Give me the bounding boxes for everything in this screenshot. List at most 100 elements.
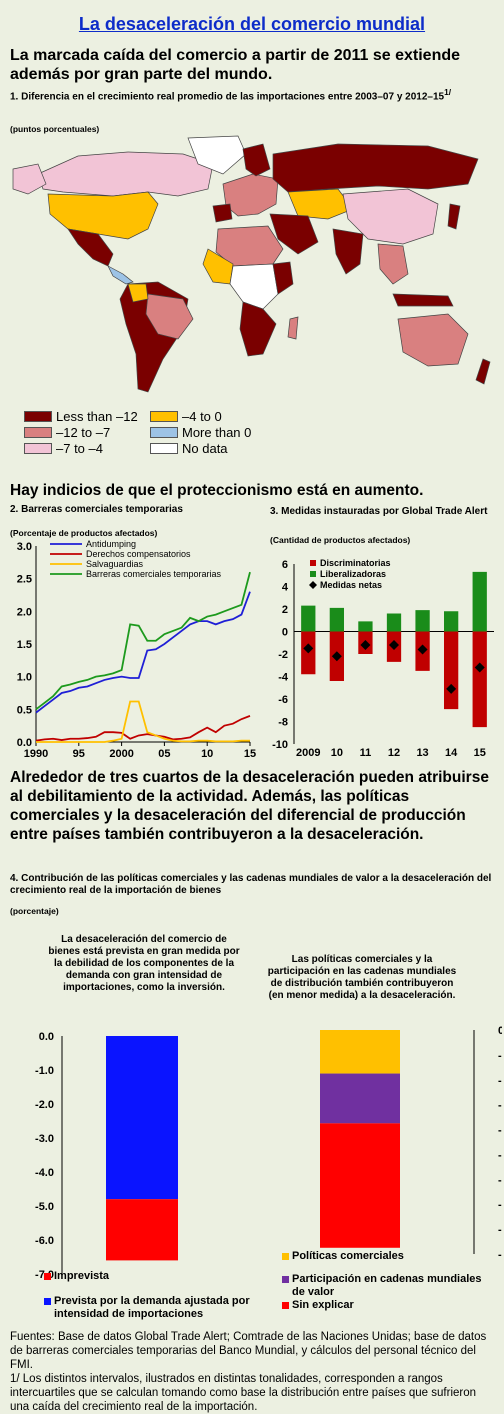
x-tick-label: 15 xyxy=(244,748,256,758)
panel3-units: (Cantidad de productos afectados) xyxy=(270,535,411,545)
marker-medidas-netas xyxy=(303,643,314,654)
map-brazil xyxy=(145,293,194,340)
y-tick-label: 0.0 xyxy=(498,1025,502,1037)
panel4-right-legend: Políticas comerciales Participación en c… xyxy=(282,1250,496,1312)
legend-label: More than 0 xyxy=(182,424,252,440)
world-map xyxy=(12,135,491,393)
legend-item: –12 to –7 xyxy=(24,424,138,440)
legend-item: Imprevista xyxy=(44,1270,254,1283)
x-tick-label: 95 xyxy=(73,748,85,758)
y-tick-label: 2.5 xyxy=(17,574,32,586)
legend-label: Barreras comerciales temporarias xyxy=(86,569,222,579)
y-tick-label: -3.0 xyxy=(35,1133,54,1145)
y-tick-label: 2 xyxy=(282,604,288,616)
legend-label: Salvaguardias xyxy=(86,559,144,569)
panel4-left-legend: Imprevista Prevista por la demanda ajust… xyxy=(44,1270,254,1321)
headline-1: La marcada caída del comercio a partir d… xyxy=(10,47,461,83)
footnotes: Fuentes: Base de datos Global Trade Aler… xyxy=(10,1330,496,1414)
bar-liberalizadoras xyxy=(358,621,373,632)
marker-medidas-netas xyxy=(446,683,457,694)
legend-item: Sin explicar xyxy=(282,1299,496,1312)
y-tick-label: -1.0 xyxy=(35,1065,54,1077)
map-iberia xyxy=(212,203,233,223)
legend-item: No data xyxy=(150,440,251,456)
legend-label: Less than –12 xyxy=(56,408,138,424)
legend-label: Liberalizadoras xyxy=(320,569,386,579)
map-canada xyxy=(37,151,214,197)
stacked-bar-segment xyxy=(320,1073,400,1124)
map-new-zealand xyxy=(475,358,491,385)
marker-medidas-netas xyxy=(360,640,371,650)
y-tick-label: -4 xyxy=(278,672,289,684)
series-line xyxy=(36,700,250,743)
y-tick-label: -2.0 xyxy=(35,1099,54,1111)
x-tick-label: 1990 xyxy=(24,748,48,758)
marker-medidas-netas xyxy=(417,644,428,655)
y-tick-label: -8 xyxy=(278,717,288,729)
x-tick-label: 11 xyxy=(360,747,372,759)
legend-label: Participación en cadenas mundiales de va… xyxy=(292,1273,482,1298)
legend-label: Antidumping xyxy=(86,539,136,549)
map-africa-west xyxy=(202,248,234,285)
series-line xyxy=(35,715,251,742)
panel4-left-note: La desaceleración del comercio de bienes… xyxy=(48,934,240,993)
legend-item: Prevista por la demanda ajustada por int… xyxy=(44,1295,254,1321)
map-australia xyxy=(397,313,469,367)
stacked-bar-segment xyxy=(320,1123,400,1248)
map-middle-east xyxy=(269,213,319,255)
footnote-1: 1/ Los distintos intervalos, ilustrados … xyxy=(10,1373,477,1413)
bar-discriminatorias xyxy=(472,631,487,728)
map-scandinavia xyxy=(242,143,271,177)
map-central-america xyxy=(107,265,134,285)
legend-swatch xyxy=(44,1298,51,1305)
map-europe xyxy=(222,173,279,217)
x-tick-label: 13 xyxy=(416,747,428,759)
legend-item: More than 0 xyxy=(150,424,251,440)
legend-swatch xyxy=(310,560,316,566)
map-indonesia xyxy=(392,293,454,307)
marker-medidas-netas xyxy=(389,640,399,650)
map-madagascar xyxy=(287,316,299,340)
y-tick-label: -0.8 xyxy=(498,1125,502,1137)
panel1-title: 1. Diferencia en el crecimiento real pro… xyxy=(10,87,452,103)
bar-liberalizadoras xyxy=(415,610,430,632)
map-africa-central xyxy=(229,263,279,310)
legend-swatch xyxy=(310,571,316,577)
bar-liberalizadoras xyxy=(472,571,487,632)
stacked-bar-segment xyxy=(320,1030,400,1074)
legend-swatch xyxy=(150,410,178,422)
footnote-sources: Fuentes: Base de datos Global Trade Aler… xyxy=(10,1331,487,1371)
x-tick-label: 10 xyxy=(201,748,213,758)
map-china xyxy=(342,188,439,245)
x-tick-label: 05 xyxy=(158,748,170,758)
panel4-right-note: Las políticas comerciales y la participa… xyxy=(267,954,457,1001)
stacked-bar-right: 0.0 -0.2 -0.4 -0.6 -0.8 -1.0 -1.2 -1.4 -1.6 -1.8 xyxy=(320,1025,502,1261)
y-tick-label: -1.2 xyxy=(498,1174,502,1186)
page-title: La desaceleración del comercio mundial xyxy=(78,14,426,34)
map-legend-2: –4 to 0 More than 0 No data xyxy=(150,408,251,456)
panel1-units: (puntos porcentuales) xyxy=(10,124,100,134)
marker-medidas-netas xyxy=(474,662,485,673)
map-alaska xyxy=(12,163,47,195)
map-legend: Less than –12 –12 to –7 –7 to –4 xyxy=(24,408,138,456)
bar-liberalizadoras xyxy=(301,605,316,632)
y-tick-label: 0 xyxy=(282,627,288,639)
y-tick-label: 4 xyxy=(282,582,289,594)
legend-label: Sin explicar xyxy=(292,1299,354,1311)
panel4-units: (porcentaje) xyxy=(10,906,59,916)
y-tick-label: 2.0 xyxy=(17,606,32,618)
panel2-title: 2. Barreras comerciales temporarias xyxy=(10,504,183,515)
legend-item: –7 to –4 xyxy=(24,440,138,456)
line-chart: 0.0 0.5 1.0 1.5 2.0 2.5 3.0 1990 95 2000 05 10 15 Ant… xyxy=(17,539,256,758)
y-tick-label: -6 xyxy=(278,694,288,706)
y-tick-label: -0.4 xyxy=(498,1075,502,1087)
legend-label: Políticas comerciales xyxy=(292,1250,404,1262)
stacked-bar-segment xyxy=(106,1036,178,1200)
map-africa-east xyxy=(272,261,294,295)
x-tick-label: 10 xyxy=(331,747,343,759)
x-tick-label: 14 xyxy=(445,747,458,759)
legend-item: Participación en cadenas mundiales de va… xyxy=(282,1273,496,1299)
map-colombia xyxy=(127,283,149,303)
stacked-bar-left: 0.0-1.0-2.0-3.0-4.0-5.0-6.0-7.0 xyxy=(35,1031,178,1281)
y-tick-label: -1.8 xyxy=(498,1249,502,1261)
